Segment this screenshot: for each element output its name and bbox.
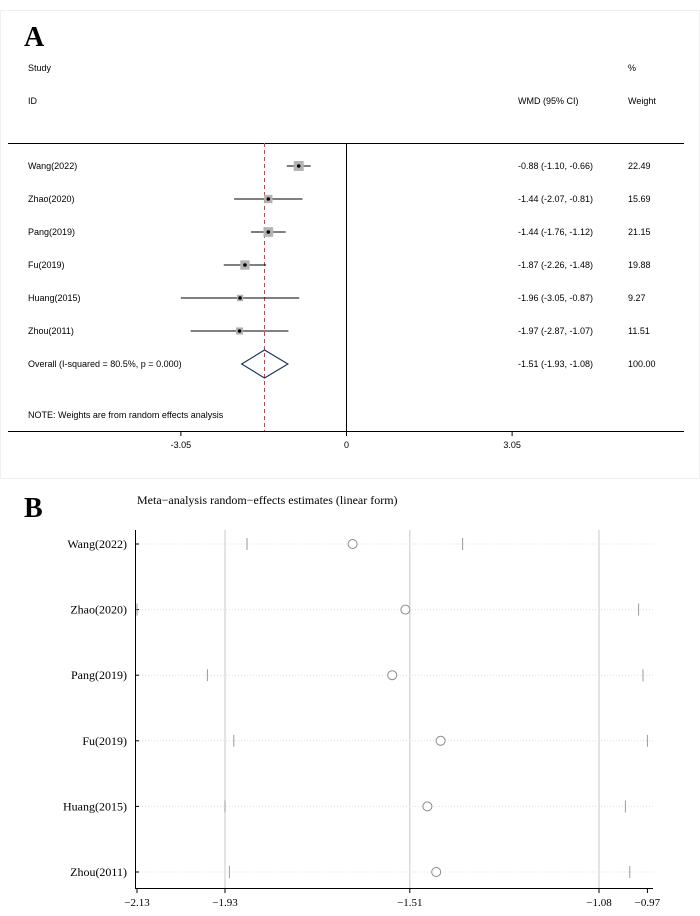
influence-estimate-point (347, 539, 358, 549)
influence-row-label: Zhou(2011) (70, 865, 127, 879)
study-weight-text: 22.49 (628, 161, 651, 171)
study-label: Fu(2019) (28, 260, 65, 270)
panel-b-label: B (24, 493, 43, 524)
influence-x-tick-label: −0.97 (635, 897, 661, 909)
header-effect: WMD (95% CI) (518, 96, 579, 106)
influence-estimate-point (400, 604, 411, 615)
header-pct: % (628, 63, 636, 73)
study-ci-text: -0.88 (-1.10, -0.66) (518, 161, 593, 171)
influence-x-tick-label: −1.51 (397, 897, 422, 909)
forest-note: NOTE: Weights are from random effects an… (28, 410, 224, 420)
study-label: Pang(2019) (28, 227, 75, 237)
study-label: Huang(2015) (28, 293, 81, 303)
influence-row-label: Wang(2022) (67, 537, 127, 551)
influence-estimate-point (431, 867, 442, 877)
forest-x-tick-label: -3.05 (171, 440, 192, 450)
study-weight-text: 15.69 (628, 194, 651, 204)
overall-diamond (240, 349, 290, 379)
influence-estimate-point (422, 801, 433, 812)
study-point (266, 230, 271, 234)
panel-b-title: Meta−analysis random−effects estimates (… (137, 493, 398, 507)
study-point (243, 263, 247, 267)
forest-x-tick-label: 3.05 (503, 440, 521, 450)
study-weight-text: 21.15 (628, 227, 651, 237)
study-ci-text: -1.96 (-3.05, -0.87) (518, 293, 593, 303)
influence-row-label: Zhao(2020) (70, 603, 127, 617)
overall-weight-text: 100.00 (628, 359, 656, 369)
panel-a-label: A (24, 22, 45, 53)
influence-x-tick-label: −1.08 (586, 897, 612, 909)
study-point (238, 296, 242, 300)
study-label: Wang(2022) (28, 161, 77, 171)
study-weight-text: 9.27 (628, 293, 646, 303)
panel-a-frame (0, 10, 700, 479)
study-label: Zhao(2020) (28, 194, 75, 204)
study-ci-text: -1.44 (-2.07, -0.81) (518, 194, 593, 204)
influence-x-tick-label: −2.13 (124, 897, 150, 909)
study-point (266, 197, 271, 201)
forest-x-tick-label: 0 (344, 440, 349, 450)
header-id: ID (28, 96, 38, 106)
study-weight-text: 19.88 (628, 260, 651, 270)
overall-label: Overall (I-squared = 80.5%, p = 0.000) (28, 359, 182, 369)
influence-x-tick-label: −1.93 (212, 897, 238, 909)
header-weight: Weight (628, 96, 656, 106)
study-point (237, 329, 242, 333)
influence-row-label: Huang(2015) (63, 799, 127, 813)
influence-row-label: Pang(2019) (71, 668, 127, 682)
influence-row-label: Fu(2019) (82, 734, 127, 748)
study-weight-text: 11.51 (628, 326, 650, 336)
header-study: Study (28, 63, 52, 73)
overall-ci-text: -1.51 (-1.93, -1.08) (518, 359, 593, 369)
study-ci-text: -1.97 (-2.87, -1.07) (518, 326, 593, 336)
study-point (296, 164, 301, 168)
study-ci-text: -1.44 (-1.76, -1.12) (518, 227, 593, 237)
influence-estimate-point (387, 670, 398, 681)
study-ci-text: -1.87 (-2.26, -1.48) (518, 260, 593, 270)
influence-estimate-point (435, 735, 446, 746)
study-label: Zhou(2011) (28, 326, 74, 336)
